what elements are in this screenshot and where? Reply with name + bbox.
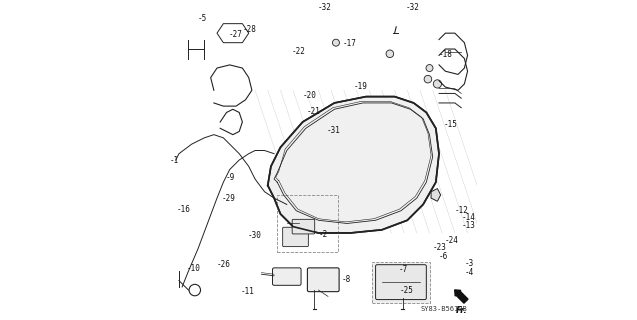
FancyArrow shape <box>455 290 468 303</box>
Circle shape <box>333 39 340 46</box>
Text: -5: -5 <box>198 14 207 23</box>
Text: -16: -16 <box>176 205 190 214</box>
Polygon shape <box>431 188 441 201</box>
Text: -8: -8 <box>341 276 350 284</box>
FancyBboxPatch shape <box>273 268 301 285</box>
Text: -1: -1 <box>170 156 180 164</box>
Text: -32: -32 <box>318 3 332 12</box>
Text: -22: -22 <box>292 47 305 56</box>
Text: -4: -4 <box>464 268 474 277</box>
Text: -19: -19 <box>354 82 368 91</box>
FancyBboxPatch shape <box>283 227 308 247</box>
Text: -17: -17 <box>342 39 356 48</box>
Text: -2: -2 <box>318 230 328 239</box>
Text: -28: -28 <box>243 26 257 35</box>
Text: -14: -14 <box>462 212 476 222</box>
Text: -31: -31 <box>326 126 340 135</box>
FancyBboxPatch shape <box>308 268 339 292</box>
Circle shape <box>386 50 394 58</box>
FancyBboxPatch shape <box>292 219 315 234</box>
Text: -10: -10 <box>187 264 201 273</box>
Text: -13: -13 <box>462 220 476 229</box>
Text: -21: -21 <box>307 107 320 116</box>
FancyBboxPatch shape <box>376 265 426 300</box>
Text: -32: -32 <box>406 3 420 12</box>
Circle shape <box>424 75 432 83</box>
Circle shape <box>433 80 441 88</box>
Text: -29: -29 <box>222 194 236 203</box>
Text: -30: -30 <box>248 231 262 240</box>
Text: -26: -26 <box>217 260 231 268</box>
Text: -15: -15 <box>444 120 457 129</box>
Text: Fr.: Fr. <box>455 306 467 315</box>
Text: -18: -18 <box>439 50 453 59</box>
Text: -20: -20 <box>303 92 317 100</box>
Text: -23: -23 <box>433 243 447 252</box>
Text: -12: -12 <box>455 206 469 215</box>
Polygon shape <box>268 97 439 233</box>
Text: -24: -24 <box>445 236 459 245</box>
Text: -6: -6 <box>439 252 448 261</box>
Bar <box>373 261 429 303</box>
Text: -7: -7 <box>398 265 408 274</box>
Bar <box>277 195 338 252</box>
Text: -25: -25 <box>399 286 413 295</box>
Circle shape <box>426 65 433 72</box>
Text: -9: -9 <box>226 173 235 182</box>
Text: -27: -27 <box>229 30 243 39</box>
Text: SY83-B5610B: SY83-B5610B <box>421 306 468 312</box>
Text: -11: -11 <box>241 287 255 296</box>
Text: -3: -3 <box>464 259 474 268</box>
